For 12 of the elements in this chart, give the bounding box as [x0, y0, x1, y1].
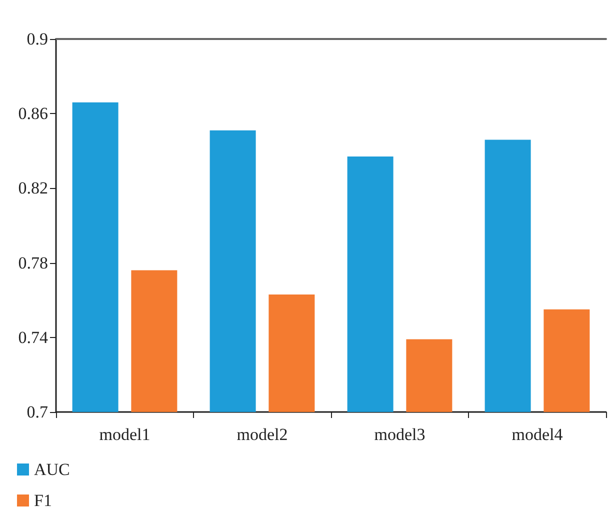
legend-label: AUC — [34, 460, 70, 479]
x-tick-label: model4 — [512, 425, 564, 444]
y-tick-label: 0.7 — [26, 402, 48, 422]
y-tick-label: 0.74 — [18, 328, 48, 347]
y-tick-label: 0.9 — [26, 30, 48, 48]
x-tick-label: model2 — [236, 425, 288, 444]
y-tick-label: 0.82 — [18, 178, 48, 198]
x-tick-label: model1 — [99, 425, 150, 444]
x-tick-label: model3 — [374, 425, 426, 444]
y-tick-label: 0.86 — [18, 104, 48, 124]
y-tick-label: 0.78 — [18, 253, 48, 272]
legend-label: F1 — [34, 491, 52, 510]
